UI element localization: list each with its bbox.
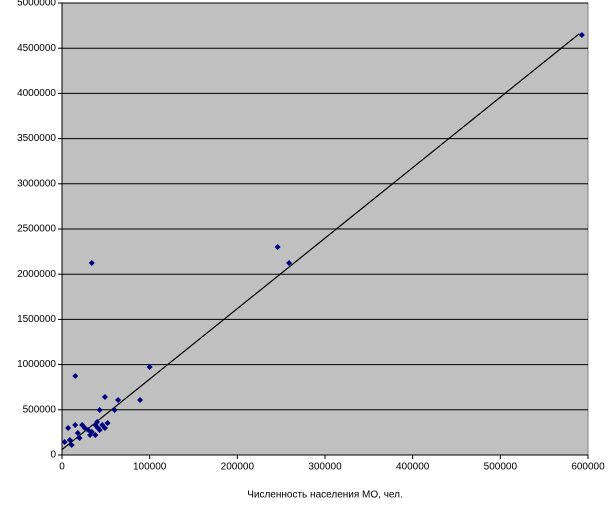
point bbox=[96, 406, 103, 413]
y-tick-label: 5000000 bbox=[17, 0, 56, 9]
point bbox=[61, 438, 68, 445]
point bbox=[111, 406, 118, 413]
y-tick-label: 1000000 bbox=[17, 359, 56, 370]
point bbox=[76, 435, 83, 442]
point bbox=[137, 397, 144, 404]
y-tick-label: 3500000 bbox=[17, 133, 56, 144]
point bbox=[578, 32, 585, 39]
x-tick-label: 100000 bbox=[133, 462, 167, 473]
point bbox=[96, 426, 103, 433]
point bbox=[92, 432, 99, 439]
x-tick-label: 0 bbox=[59, 462, 65, 473]
x-tick-label: 300000 bbox=[308, 462, 342, 473]
y-tick-label: 1500000 bbox=[17, 314, 56, 325]
point bbox=[101, 393, 108, 400]
point bbox=[274, 243, 281, 250]
trendline bbox=[61, 33, 580, 451]
y-tick-label: 3000000 bbox=[17, 178, 56, 189]
point bbox=[74, 430, 81, 437]
point bbox=[286, 259, 293, 266]
y-tick-label: 500000 bbox=[23, 404, 57, 415]
y-tick-label: 2000000 bbox=[17, 269, 56, 280]
point bbox=[65, 424, 72, 431]
point bbox=[72, 421, 79, 428]
x-axis-label: Численность населения МО, чел. bbox=[247, 490, 403, 501]
point bbox=[115, 397, 122, 404]
y-tick-label: 4500000 bbox=[17, 43, 56, 54]
x-tick-label: 200000 bbox=[221, 462, 255, 473]
point bbox=[146, 364, 153, 371]
point bbox=[87, 432, 94, 439]
point bbox=[72, 372, 79, 379]
point bbox=[66, 436, 73, 443]
x-tick-label: 400000 bbox=[396, 462, 430, 473]
y-tick-label: 0 bbox=[50, 450, 56, 461]
point bbox=[68, 441, 75, 448]
point bbox=[104, 419, 111, 426]
point bbox=[101, 424, 108, 431]
y-tick-label: 4000000 bbox=[17, 88, 56, 99]
x-tick-label: 600000 bbox=[571, 462, 605, 473]
point bbox=[94, 419, 101, 426]
x-tick-label: 500000 bbox=[484, 462, 518, 473]
point bbox=[88, 259, 95, 266]
y-tick-label: 2500000 bbox=[17, 224, 56, 235]
